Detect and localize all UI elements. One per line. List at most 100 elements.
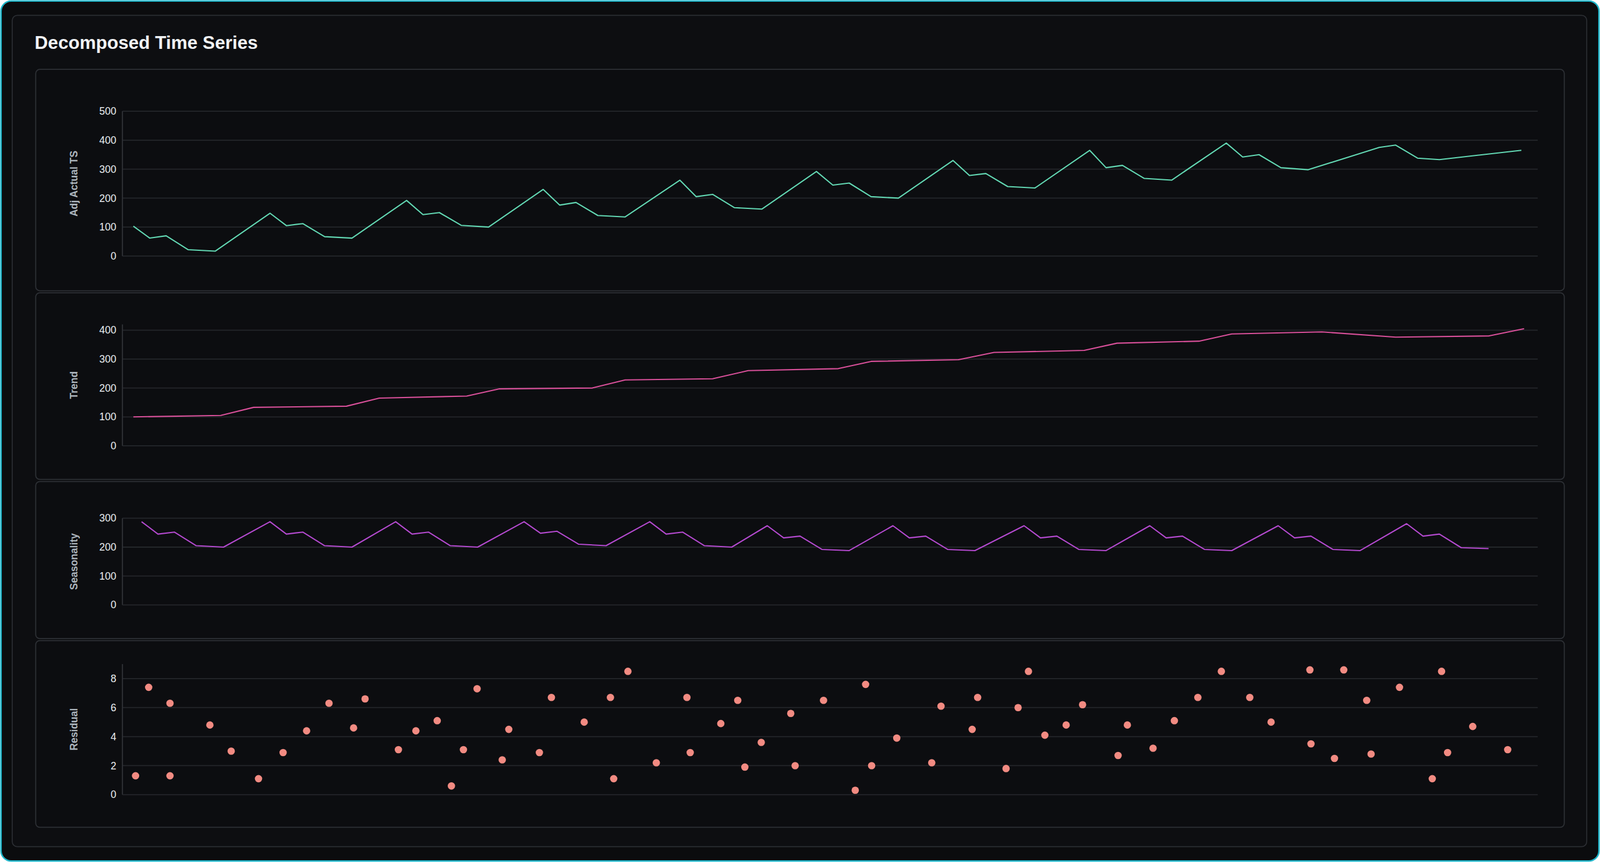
tick-label: 2	[110, 760, 117, 773]
point	[791, 762, 799, 770]
marks	[141, 521, 1489, 551]
grid-line	[122, 794, 1538, 796]
grid-line	[122, 604, 1538, 606]
tick-label: 300	[99, 353, 117, 366]
grid-line	[122, 707, 1538, 709]
point	[893, 734, 901, 743]
point	[757, 738, 766, 747]
panel-frame	[35, 292, 1564, 480]
grid-line	[122, 197, 1538, 200]
grid-line	[122, 358, 1538, 360]
point	[606, 694, 615, 702]
series-line	[141, 521, 1489, 551]
point	[1123, 721, 1132, 729]
grid-line	[122, 416, 1538, 418]
panel: 0 100 200 300 400 Trend	[35, 292, 1564, 480]
tick-label: 300	[99, 512, 117, 525]
grid-line	[122, 736, 1538, 738]
axis-label: Adj Actual TS	[68, 150, 80, 217]
tick-label: 4	[110, 731, 117, 743]
grid-line	[122, 255, 1538, 257]
point	[166, 699, 175, 708]
marks	[132, 666, 1512, 795]
grid-line	[122, 575, 1538, 578]
tick-label: 0	[110, 599, 117, 611]
tick-label: 0	[110, 440, 117, 452]
marks	[133, 328, 1525, 417]
point	[1062, 721, 1071, 729]
y-axis-line	[121, 324, 123, 446]
y-axis-line	[121, 111, 123, 257]
point	[652, 759, 661, 767]
point	[1367, 750, 1376, 759]
point	[1024, 667, 1033, 676]
point	[1149, 744, 1157, 753]
tick-label: 400	[99, 324, 117, 336]
y-axis-line	[121, 664, 123, 795]
axis-label: Trend	[68, 371, 80, 400]
marks	[133, 143, 1522, 252]
tick-label: 400	[99, 134, 117, 147]
card	[12, 15, 1587, 847]
frame	[1, 1, 1599, 862]
point	[325, 699, 334, 708]
tick-label: 300	[99, 163, 117, 176]
panel: 0100200300Seasonality	[35, 481, 1564, 639]
grid-line	[122, 445, 1538, 447]
point	[682, 694, 691, 702]
point	[1041, 731, 1049, 740]
panel: 02468Residual	[35, 641, 1564, 828]
y-axis-line	[121, 518, 123, 605]
point	[819, 696, 828, 705]
grid-line	[122, 517, 1538, 519]
point	[1503, 746, 1512, 755]
tick-label: 100	[99, 411, 117, 423]
point	[361, 695, 370, 703]
tick-label: 6	[110, 702, 117, 714]
point	[734, 696, 742, 705]
grid-line	[122, 168, 1538, 171]
point	[1395, 684, 1404, 692]
axis-label: Residual	[68, 708, 80, 752]
grid-line	[122, 329, 1538, 331]
title: Decomposed Time Series	[34, 32, 258, 53]
grid-line	[122, 765, 1538, 767]
series-line	[133, 143, 1522, 252]
point	[349, 724, 358, 732]
panel-frame	[35, 69, 1564, 291]
page: {"title": "Decomposed Time Series", "cha…	[0, 0, 1600, 862]
point	[535, 749, 544, 757]
tick-label: 200	[99, 541, 117, 554]
point	[787, 709, 795, 718]
point	[1078, 701, 1087, 709]
point	[1194, 694, 1202, 702]
grid-line	[122, 678, 1538, 680]
point	[851, 786, 860, 795]
panel-frame	[35, 481, 1564, 639]
point	[1245, 694, 1254, 702]
point	[686, 749, 695, 757]
point	[1170, 717, 1179, 725]
point	[394, 746, 403, 755]
point	[498, 756, 506, 764]
grid-line	[122, 387, 1538, 389]
point	[459, 746, 468, 755]
series-line	[133, 328, 1525, 417]
grid-line	[122, 110, 1538, 112]
point	[868, 762, 876, 770]
point	[861, 681, 870, 689]
point	[302, 727, 311, 735]
point	[1363, 696, 1371, 705]
grid-line	[122, 226, 1538, 228]
tick-label: 200	[99, 382, 117, 395]
point	[968, 726, 976, 734]
point	[1014, 703, 1022, 712]
point	[928, 759, 936, 767]
point	[1468, 723, 1477, 731]
point	[1340, 666, 1348, 675]
point	[1114, 752, 1122, 760]
tick-label: 100	[99, 221, 117, 233]
chart-canvas: Decomposed Time Series0100200300400500Ad…	[0, 0, 1600, 862]
point	[166, 772, 175, 781]
panel-frame	[35, 641, 1564, 828]
